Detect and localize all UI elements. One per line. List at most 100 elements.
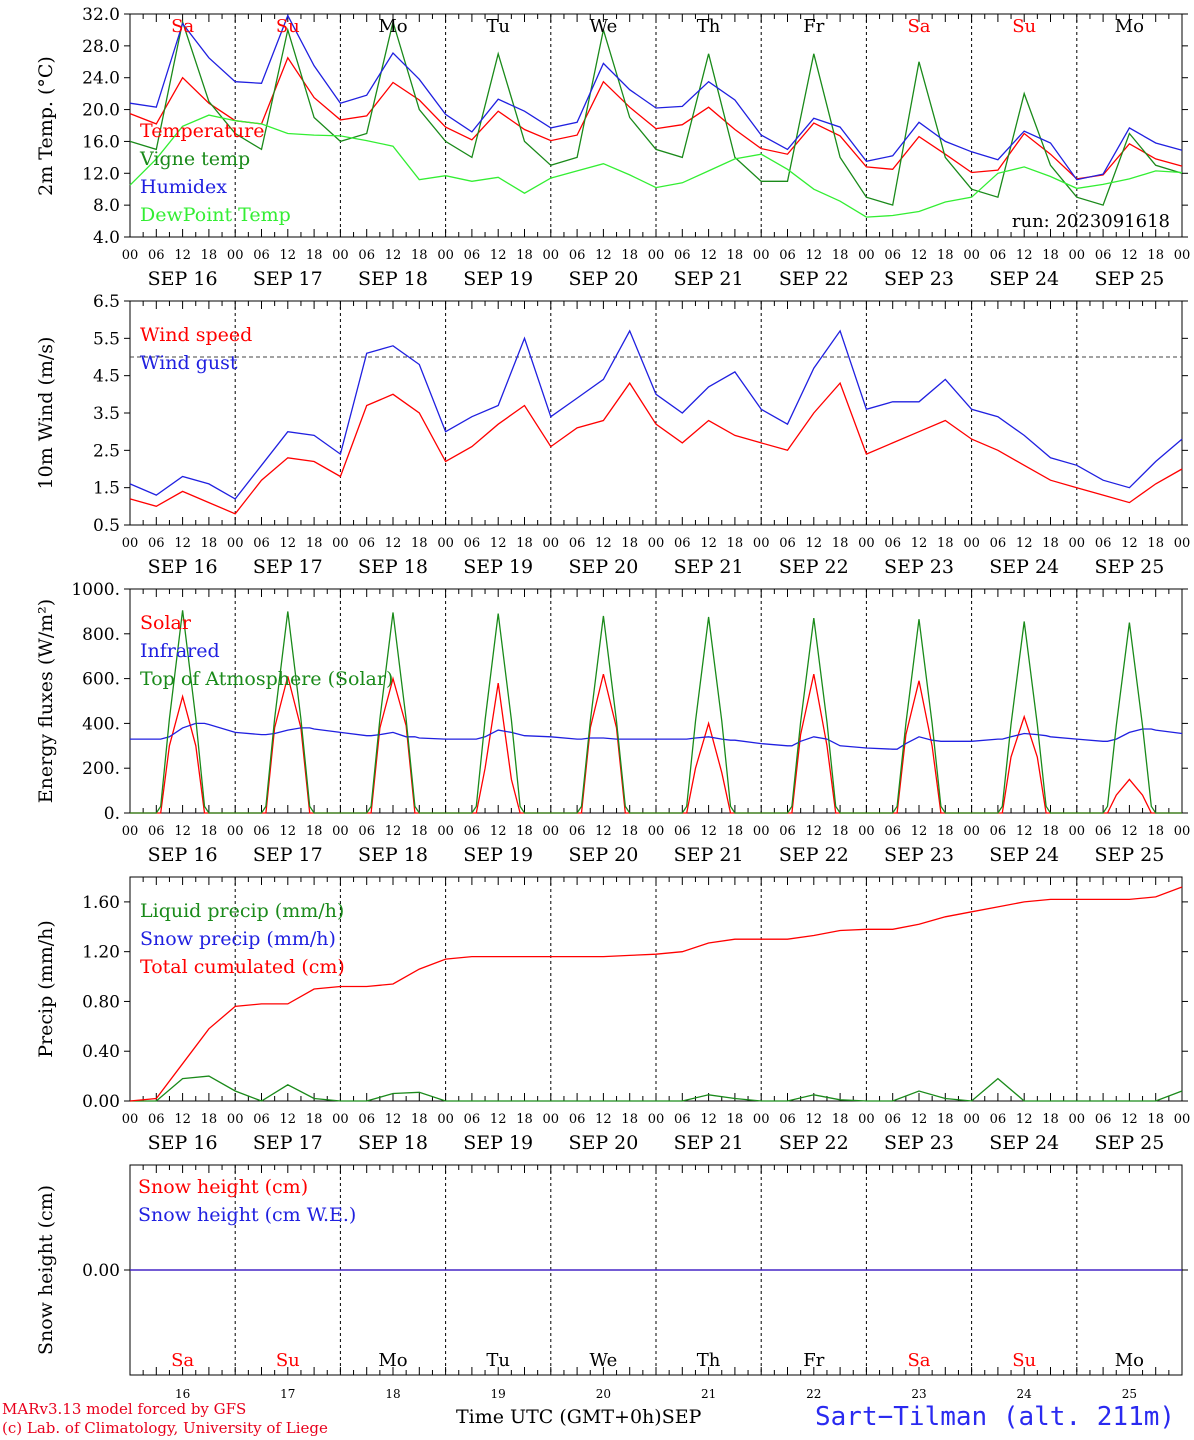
x-hour-label: 18 [1042,824,1059,839]
x-hour-label: 18 [411,536,428,551]
x-hour-label: 00 [648,824,665,839]
x-hour-label: 18 [937,824,954,839]
x-hour-label: 06 [1095,824,1112,839]
x-hour-label: 12 [595,1112,612,1127]
date-label: SEP 19 [463,844,533,866]
x-hour-label: 00 [332,1112,349,1127]
weekday-label: Su [1012,16,1036,37]
x-hour-label: 12 [911,248,928,263]
weekday-label: Tu [486,1350,510,1371]
weekday-label: Fr [803,1350,824,1371]
x-hour-label: 00 [963,536,980,551]
x-hour-label: 18 [516,248,533,263]
x-hour-label: 18 [516,824,533,839]
x-hour-label: 00 [648,1112,665,1127]
x-hour-label: 00 [122,1112,139,1127]
x-hour-label: 06 [884,824,901,839]
day-number-label: 18 [385,1387,400,1401]
x-hour-label: 12 [1016,1112,1033,1127]
x-hour-label: 06 [779,1112,796,1127]
y-tick-label: 5.5 [93,329,120,349]
x-hour-label: 12 [911,536,928,551]
x-hour-label: 00 [753,1112,770,1127]
x-axis-month: SEP [661,1406,702,1428]
x-hour-label: 18 [727,1112,744,1127]
x-hour-label: 00 [753,824,770,839]
x-hour-label: 00 [1069,1112,1086,1127]
legend-entry: Temperature [140,120,264,142]
weekday-label: Sa [907,16,930,37]
x-hour-label: 18 [937,248,954,263]
legend-entry: DewPoint Temp [140,204,291,226]
date-label: SEP 18 [358,844,428,866]
x-hour-label: 18 [411,1112,428,1127]
date-label: SEP 17 [253,1132,323,1154]
date-label: SEP 17 [253,556,323,578]
weekday-label: Fr [803,16,824,37]
x-hour-label: 12 [1016,824,1033,839]
x-hour-label: 06 [148,1112,165,1127]
x-hour-label: 06 [358,824,375,839]
date-label: SEP 17 [253,844,323,866]
legend-entry: Wind speed [140,324,252,346]
day-number-label: 17 [280,1387,295,1401]
y-axis-label: Precip (mm/h) [35,920,57,1058]
y-tick-label: 32.0 [82,5,120,25]
weekday-label: Sa [171,1350,194,1371]
y-tick-label: 0.00 [82,1261,120,1281]
weekday-label: Su [276,16,300,37]
x-hour-label: 12 [806,1112,823,1127]
x-hour-label: 18 [621,248,638,263]
y-tick-label: 16.0 [82,132,120,152]
y-tick-label: 1.60 [82,893,120,913]
x-hour-label: 12 [806,248,823,263]
y-tick-label: 0.80 [82,992,120,1012]
x-hour-label: 06 [148,248,165,263]
x-hour-label: 12 [280,824,297,839]
x-hour-label: 00 [332,536,349,551]
date-label: SEP 24 [989,1132,1059,1154]
series-line-1 [130,1075,1183,1102]
x-hour-label: 12 [911,824,928,839]
date-label: SEP 23 [884,268,954,290]
x-hour-label: 00 [332,248,349,263]
y-tick-label: 24.0 [82,69,120,89]
x-hour-label: 00 [122,536,139,551]
y-tick-label: 8.0 [93,196,120,216]
x-hour-label: 18 [306,824,323,839]
legend-entry: Wind gust [140,352,238,374]
credit-line-2: (c) Lab. of Climatology, University of L… [2,1419,328,1437]
x-hour-label: 18 [832,1112,849,1127]
x-hour-label: 06 [1095,536,1112,551]
x-hour-label: 12 [1016,536,1033,551]
x-hour-label: 12 [595,536,612,551]
x-hour-label: 00 [1069,824,1086,839]
x-hour-label: 00 [963,824,980,839]
date-label: SEP 19 [463,1132,533,1154]
x-hour-label: 12 [700,536,717,551]
x-hour-label: 06 [779,248,796,263]
legend-entry: Solar [140,612,192,634]
x-hour-label: 06 [569,248,586,263]
x-hour-label: 12 [700,1112,717,1127]
x-hour-label: 12 [385,536,402,551]
x-hour-label: 00 [963,248,980,263]
x-hour-label: 00 [543,248,560,263]
x-hour-label: 12 [385,824,402,839]
weekday-label: Tu [486,16,510,37]
x-hour-label: 06 [464,536,481,551]
x-hour-label: 12 [385,248,402,263]
x-hour-label: 06 [1095,248,1112,263]
x-hour-label: 18 [832,824,849,839]
date-label: SEP 22 [779,1132,849,1154]
x-hour-label: 12 [490,824,507,839]
x-hour-label: 06 [464,824,481,839]
date-label: SEP 16 [148,556,218,578]
legend-entry: Infrared [140,640,220,662]
weekday-label: Sa [171,16,194,37]
x-hour-label: 06 [358,1112,375,1127]
x-hour-label: 12 [174,824,191,839]
x-hour-label: 00 [1069,248,1086,263]
x-hour-label: 18 [1147,1112,1164,1127]
